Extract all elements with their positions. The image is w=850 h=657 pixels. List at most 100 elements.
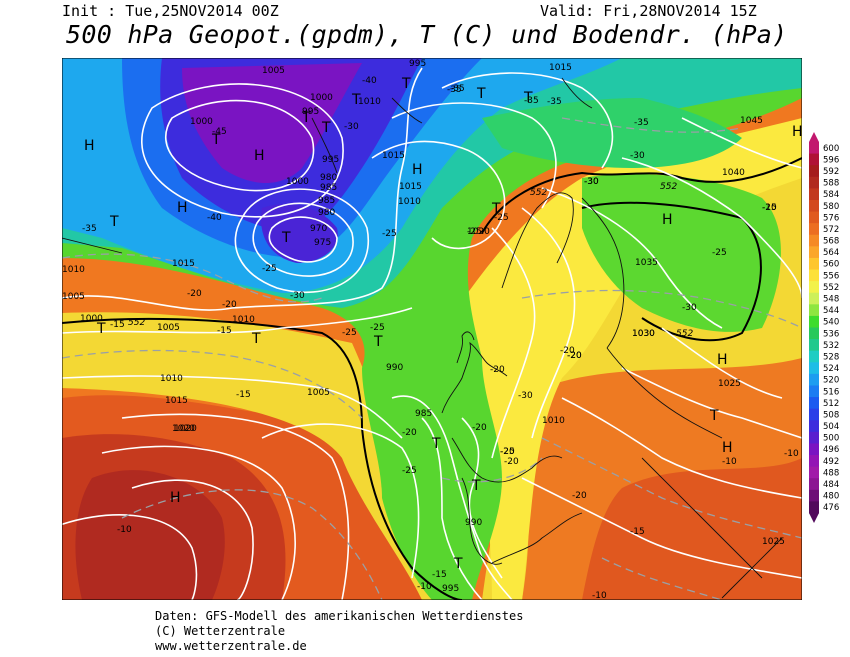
legend-label: 592: [823, 167, 839, 177]
field-red-se: [582, 458, 802, 600]
website: www.wetterzentrale.de: [155, 639, 307, 653]
low-marker: T: [351, 92, 361, 108]
temperature-label: -25: [262, 264, 277, 274]
low-marker: T: [251, 331, 261, 347]
legend-label: 520: [823, 376, 839, 386]
legend-swatch: [809, 350, 819, 363]
pressure-label: 1010: [542, 416, 565, 426]
legend-label: 544: [823, 306, 839, 316]
low-marker: T: [301, 110, 311, 126]
low-marker: T: [709, 408, 719, 424]
pressure-label: 1005: [262, 66, 285, 76]
temperature-label: -10: [784, 449, 799, 459]
legend-label: 500: [823, 434, 839, 444]
high-marker: H: [84, 138, 95, 154]
temperature-label: -30: [518, 391, 533, 401]
high-marker: H: [254, 148, 265, 164]
pressure-labels: 1005 1000 995 1000 995 985 980 975 970 1…: [62, 59, 785, 594]
temperature-label: -15: [236, 390, 251, 400]
pressure-label: 1040: [722, 168, 745, 178]
legend-label: 576: [823, 213, 839, 223]
legend-swatch: [809, 269, 819, 282]
legend-swatch: [809, 188, 819, 201]
legend-label: 484: [823, 480, 839, 490]
temperature-label: -20: [504, 457, 519, 467]
pressure-label: 990: [386, 363, 403, 373]
low-markers: T T T T T T T T T T T T T T T T T: [96, 76, 719, 572]
legend-label: 584: [823, 190, 839, 200]
legend-label: 600: [823, 144, 839, 154]
temperature-labels: -45 -40 -35 -35 -40 -35 -30 -25 -25 -20 …: [82, 76, 799, 600]
temperature-label: -30: [584, 177, 599, 187]
temperature-label: -25: [342, 328, 357, 338]
pressure-label: 1010: [398, 197, 421, 207]
pressure-label: 1000: [310, 93, 333, 103]
low-marker: T: [373, 334, 383, 350]
pressure-label: 1010: [358, 97, 381, 107]
chart-title: 500 hPa Geopot.(gpdm), T (C) und Bodendr…: [66, 20, 788, 49]
legend-label: 524: [823, 364, 839, 374]
pressure-label: 1015: [549, 63, 572, 73]
temperature-label: -35: [82, 224, 97, 234]
legend-label: 480: [823, 492, 839, 502]
temperature-label: -25: [500, 447, 515, 457]
pressure-label: 1015: [399, 182, 422, 192]
contour-552-east: [581, 201, 762, 342]
pressure-label: 1010: [232, 315, 255, 325]
valid-time: Valid: Fri,28NOV2014 15Z: [540, 2, 757, 20]
legend-swatch: [809, 362, 819, 375]
pressure-label: 1015: [382, 151, 405, 161]
legend-label: 596: [823, 155, 839, 165]
legend-swatch: [809, 408, 819, 421]
copyright: (C) Wetterzentrale: [155, 624, 286, 638]
temperature-label: -25: [402, 466, 417, 476]
pressure-label: 1005: [307, 388, 330, 398]
legend-label: 540: [823, 318, 839, 328]
contour-552-west: [62, 317, 463, 600]
temperature-label: -20: [567, 351, 582, 361]
field-purple: [182, 63, 362, 183]
legend-swatch: [809, 420, 819, 433]
low-marker: T: [491, 201, 501, 217]
low-marker: T: [471, 478, 481, 494]
temperature-label: -40: [207, 213, 222, 223]
legend-label: 504: [823, 422, 839, 432]
legend-label: 568: [823, 237, 839, 247]
pressure-label: 1005: [62, 292, 85, 302]
pressure-label: 990: [465, 518, 482, 528]
temperature-label: -20: [187, 289, 202, 299]
legend-swatch: [809, 478, 819, 491]
legend-label: 588: [823, 179, 839, 189]
temperature-label: -30: [630, 151, 645, 161]
legend-label: 496: [823, 445, 839, 455]
pressure-label: 1030: [632, 329, 655, 339]
pressure-label: 980: [318, 208, 335, 218]
isotherms: [62, 117, 802, 600]
legend-swatch: [809, 501, 819, 514]
pressure-label: 970: [310, 224, 327, 234]
pressure-label: 1010: [160, 374, 183, 384]
temperature-label: -20: [402, 428, 417, 438]
contour-552-labels: 552 552 552 552: [128, 182, 693, 339]
contour-552-label: 552: [660, 182, 677, 192]
temperature-label: -10: [592, 591, 607, 600]
temperature-label: -30: [682, 303, 697, 313]
contour-552-label: 552: [128, 318, 145, 328]
low-marker: T: [96, 321, 106, 337]
pressure-label: 1025: [762, 537, 785, 547]
legend-swatch: [809, 153, 819, 166]
temperature-label: -35: [450, 84, 465, 94]
contour-552-label: 552: [530, 188, 547, 198]
legend-label: 492: [823, 457, 839, 467]
legend-swatch: [809, 281, 819, 294]
pressure-label: 1000: [286, 177, 309, 187]
temperature-label: -30: [584, 177, 599, 187]
temperature-label: -25: [467, 227, 482, 237]
data-source: Daten: GFS-Modell des amerikanischen Wet…: [155, 609, 524, 623]
low-marker: T: [453, 556, 463, 572]
temperature-label: -10: [722, 457, 737, 467]
field-low-center: [261, 204, 338, 263]
pressure-label: 1005: [157, 323, 180, 333]
isobars: [62, 67, 802, 600]
